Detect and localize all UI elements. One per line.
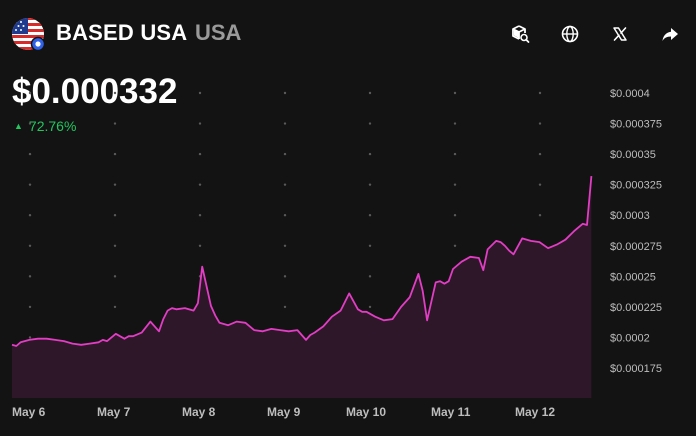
- grid-dot: [198, 91, 202, 95]
- grid-dot: [368, 122, 372, 125]
- price-series: [11, 176, 593, 398]
- grid-dot: [283, 122, 287, 125]
- x-tick-label: May 7: [97, 405, 131, 419]
- grid-dot: [453, 214, 457, 217]
- x-icon[interactable]: [610, 24, 630, 44]
- grid-dot: [198, 214, 202, 217]
- grid-dot: [28, 214, 32, 217]
- grid-dot: [368, 183, 372, 186]
- globe-icon[interactable]: [560, 24, 580, 44]
- grid-dot: [28, 183, 32, 186]
- y-tick-label: $0.000175: [610, 363, 662, 375]
- grid-dot: [283, 183, 287, 186]
- grid-dot: [28, 305, 32, 309]
- grid-dot: [113, 152, 117, 156]
- x-tick-label: May 10: [346, 405, 386, 419]
- grid-dot: [538, 214, 542, 217]
- y-tick-label: $0.000325: [610, 180, 662, 192]
- token-header: BASED USA USA: [0, 0, 696, 68]
- x-tick-label: May 11: [431, 405, 471, 419]
- grid-dot: [368, 244, 372, 247]
- price-change: ▲ 72.76%: [14, 118, 76, 134]
- x-tick-label: May 8: [182, 405, 216, 419]
- y-tick-label: $0.00035: [610, 149, 656, 161]
- token-symbol: USA: [195, 20, 242, 45]
- grid-dot: [453, 183, 457, 186]
- grid-dot: [368, 275, 372, 278]
- price-area: [12, 176, 592, 398]
- grid-dot: [453, 244, 457, 247]
- grid-dot: [28, 152, 32, 156]
- cube-search-icon[interactable]: [510, 24, 530, 44]
- grid-dot: [283, 214, 287, 217]
- grid-dot: [113, 244, 117, 247]
- grid-dot: [198, 183, 202, 186]
- grid-dot: [113, 305, 117, 309]
- grid-dot: [283, 275, 287, 278]
- grid-dot: [283, 244, 287, 247]
- y-tick-label: $0.000275: [610, 241, 662, 253]
- y-tick-label: $0.000225: [610, 302, 662, 314]
- current-price: $0.000332: [12, 72, 178, 111]
- grid-dot: [538, 122, 542, 125]
- grid-dot: [538, 183, 542, 186]
- x-tick-label: May 6: [12, 405, 46, 419]
- grid-dot: [368, 305, 372, 309]
- grid-dot: [113, 91, 117, 95]
- grid-dot: [283, 91, 287, 95]
- x-tick-label: May 9: [267, 405, 301, 419]
- usa-flag-logo-icon: [12, 18, 45, 51]
- y-tick-label: $0.0004: [610, 88, 650, 100]
- y-tick-label: $0.00025: [610, 271, 656, 283]
- grid-dot: [368, 214, 372, 217]
- y-tick-label: $0.000375: [610, 119, 662, 131]
- grid-dot: [198, 122, 202, 125]
- grid-dot: [28, 275, 32, 278]
- grid-dot: [28, 244, 32, 247]
- grid-dot: [28, 91, 32, 95]
- up-triangle-icon: ▲: [14, 121, 23, 131]
- grid-dot: [368, 152, 372, 156]
- grid-dot: [113, 122, 117, 125]
- share-icon[interactable]: [660, 24, 680, 44]
- price-change-value: 72.76%: [28, 118, 77, 134]
- grid-dot: [283, 305, 287, 309]
- x-tick-label: May 12: [515, 405, 555, 419]
- grid-dot: [283, 152, 287, 156]
- grid-dot: [538, 91, 542, 95]
- grid-dot: [198, 152, 202, 156]
- grid-dot: [28, 336, 32, 339]
- grid-dot: [113, 183, 117, 186]
- grid-dot: [538, 152, 542, 156]
- grid-dot: [198, 244, 202, 247]
- y-tick-label: $0.0002: [610, 332, 650, 344]
- price-line: [11, 176, 593, 347]
- y-tick-label: $0.0003: [610, 210, 650, 222]
- grid-dot: [453, 152, 457, 156]
- token-name: BASED USA: [56, 20, 188, 45]
- x-axis: May 6 May 7 May 8 May 9 May 10 May 11 May 12: [12, 405, 555, 419]
- grid-dot: [453, 91, 457, 95]
- grid-dot: [368, 91, 372, 95]
- grid-dot: [453, 122, 457, 125]
- grid-dot: [113, 214, 117, 217]
- y-axis: $0.0004 $0.000375 $0.00035 $0.000325 $0.0003…: [610, 88, 662, 375]
- grid-dot: [113, 275, 117, 278]
- grid-dot: [28, 122, 32, 125]
